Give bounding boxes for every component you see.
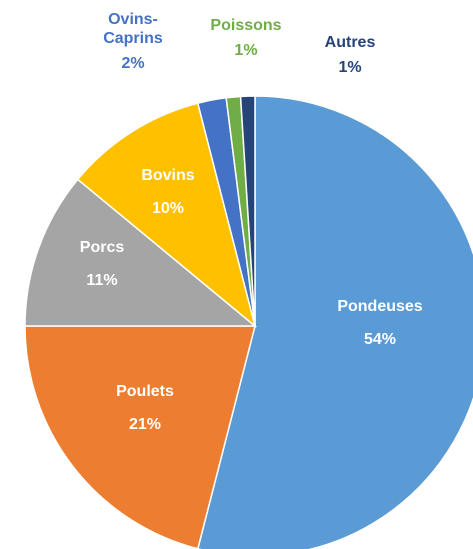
slice-label: Ovins-Caprins 2% <box>93 10 173 79</box>
slice-value: 2% <box>121 55 145 72</box>
slice-value: 10% <box>151 200 185 217</box>
pie-slice <box>239 95 256 327</box>
slice-label: Pondeuses 54% <box>337 297 422 349</box>
slice-value: 11% <box>86 272 118 289</box>
slice-label: Autres 1% <box>325 33 376 83</box>
slice-value: 1% <box>234 42 258 59</box>
slice-name: Autres <box>324 34 376 51</box>
slice-name: Ovins-Caprins <box>103 11 163 47</box>
slice-name: Bovins <box>141 167 195 184</box>
slice-label: Poulets 21% <box>116 382 174 434</box>
slice-value: 54% <box>363 331 397 348</box>
pie-slice <box>76 102 257 329</box>
slice-name: Poissons <box>210 17 282 34</box>
slice-label: Bovins 10% <box>141 166 194 218</box>
slice-name: Pondeuses <box>337 298 423 315</box>
slice-label: Porcs 11% <box>80 238 124 290</box>
pie-slice <box>24 325 256 549</box>
pie-slice <box>24 178 258 327</box>
pie-slice <box>196 95 473 549</box>
slice-value: 1% <box>338 59 362 76</box>
slice-label: Poissons 1% <box>210 16 281 66</box>
slice-name: Poulets <box>116 383 174 400</box>
slice-name: Porcs <box>79 239 125 256</box>
slice-value: 21% <box>128 416 162 433</box>
